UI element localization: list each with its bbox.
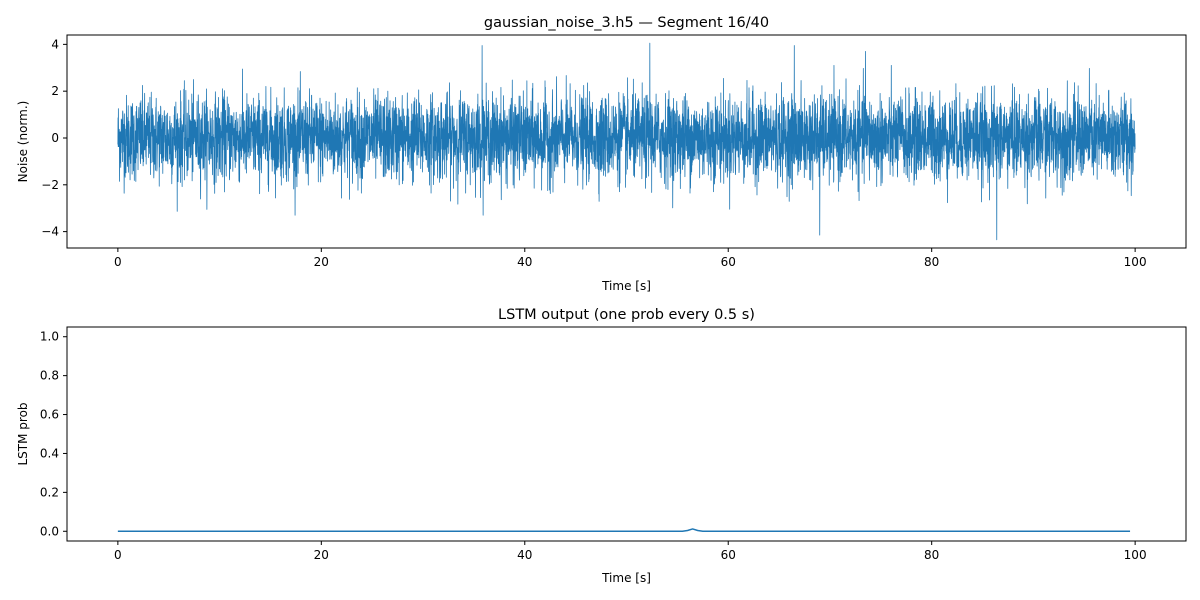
y-tick-label: 0.0 — [40, 524, 59, 538]
lstm-series-line — [117, 528, 1131, 533]
x-tick-label: 40 — [517, 548, 532, 562]
y-tick-label: 0.6 — [40, 408, 59, 422]
y-tick-label: 1.0 — [40, 330, 59, 344]
noise-x-ticks: 0 20 40 60 80 100 — [114, 248, 1147, 269]
lstm-axes-frame — [66, 326, 1187, 542]
noise-series-line — [117, 42, 1136, 241]
x-tick-label: 60 — [721, 255, 736, 269]
lstm-plot-area — [117, 528, 1131, 533]
noise-subplot: gaussian_noise_3.h5 — Segment 16/40 0 20 4… — [16, 15, 1187, 293]
x-tick-label: 100 — [1124, 255, 1147, 269]
y-tick-label: 0.4 — [40, 446, 59, 460]
x-tick-label: 40 — [517, 255, 532, 269]
noise-y-axis-label: Noise (norm.) — [16, 101, 30, 183]
noise-y-ticks: −4 −2 0 2 4 — [41, 37, 67, 239]
x-tick-label: 80 — [924, 255, 939, 269]
x-tick-label: 100 — [1124, 548, 1147, 562]
lstm-x-axis-label: Time [s] — [601, 571, 651, 585]
y-tick-label: 2 — [51, 84, 59, 98]
lstm-subplot: LSTM output (one prob every 0.5 s) 0 20 40… — [16, 307, 1187, 585]
lstm-y-axis-label: LSTM prob — [16, 402, 30, 465]
y-tick-label: 0 — [51, 131, 59, 145]
y-tick-label: 0.8 — [40, 369, 59, 383]
lstm-y-ticks: 0.0 0.2 0.4 0.6 0.8 1.0 — [40, 330, 67, 538]
y-tick-label: 4 — [51, 37, 59, 51]
lstm-x-ticks: 0 20 40 60 80 100 — [114, 541, 1147, 562]
noise-x-axis-label: Time [s] — [601, 279, 651, 293]
x-tick-label: 60 — [721, 548, 736, 562]
noise-axes-frame — [66, 34, 1187, 249]
noise-plot-area — [117, 42, 1136, 241]
x-tick-label: 20 — [314, 255, 329, 269]
x-tick-label: 0 — [114, 548, 122, 562]
y-tick-label: −4 — [41, 225, 59, 239]
y-tick-label: 0.2 — [40, 485, 59, 499]
noise-chart-title: gaussian_noise_3.h5 — Segment 16/40 — [484, 15, 769, 31]
x-tick-label: 20 — [314, 548, 329, 562]
x-tick-label: 80 — [924, 548, 939, 562]
x-tick-label: 0 — [114, 255, 122, 269]
y-tick-label: −2 — [41, 178, 59, 192]
lstm-chart-title: LSTM output (one prob every 0.5 s) — [498, 307, 755, 323]
